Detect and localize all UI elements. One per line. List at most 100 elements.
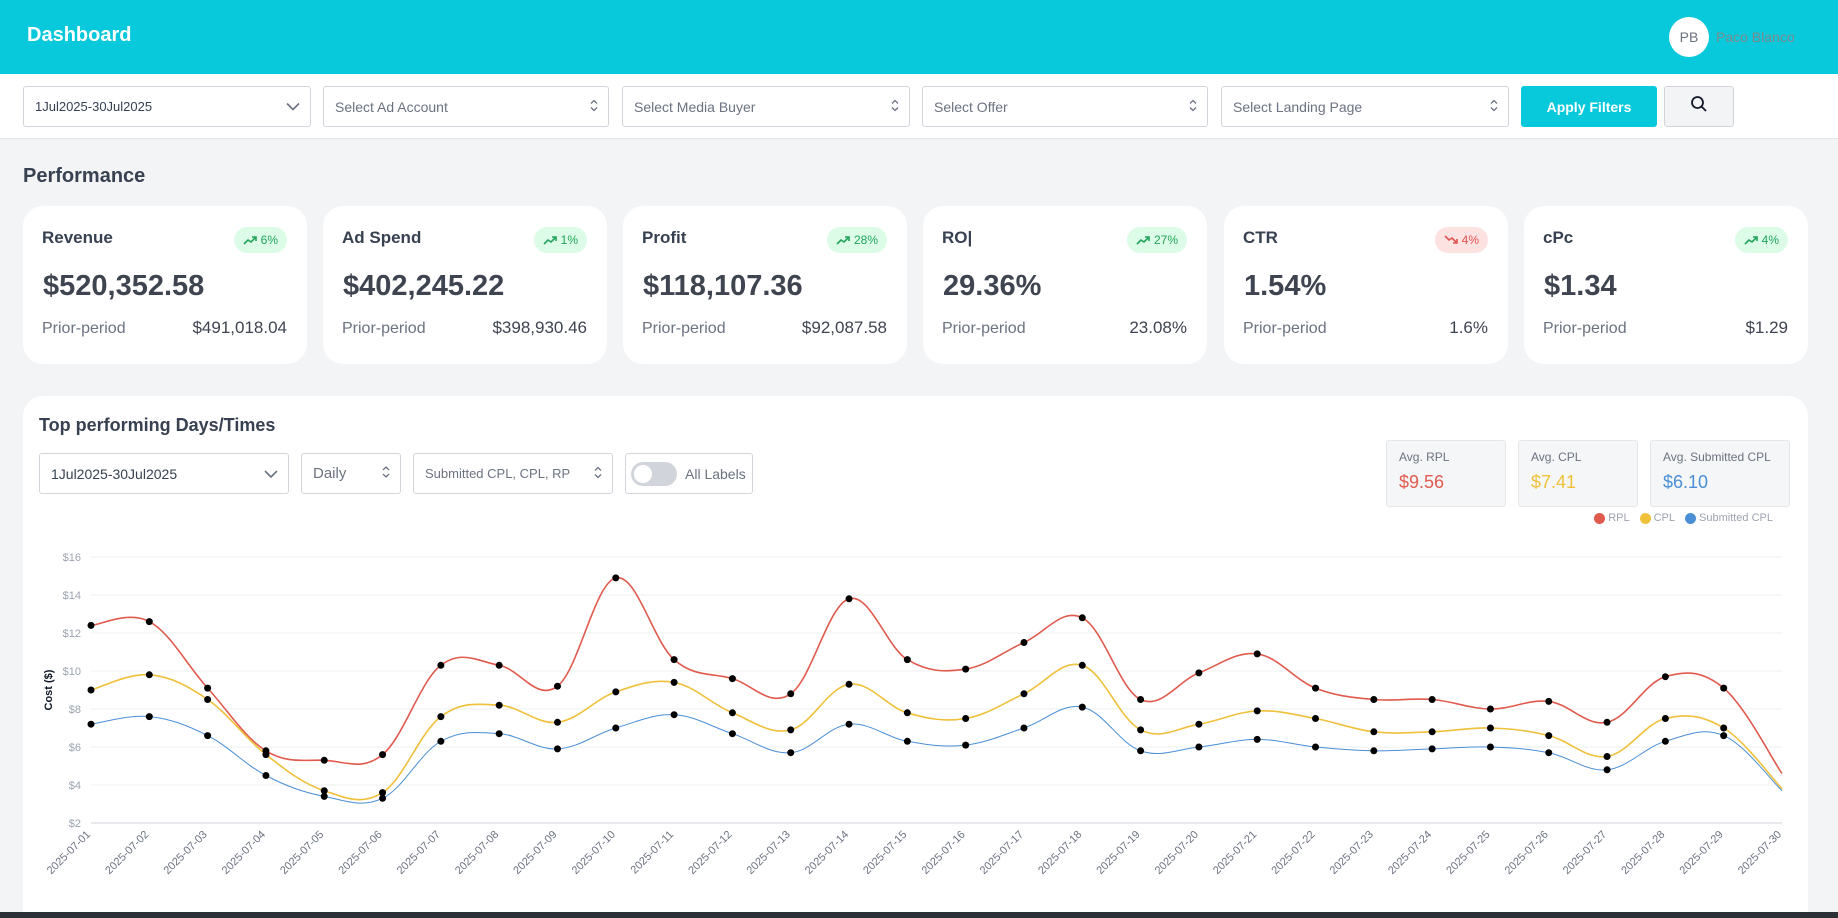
change-badge: 4% xyxy=(1734,227,1788,253)
stat-label: Avg. CPL xyxy=(1531,450,1582,464)
chart-date-range-select[interactable]: 1Jul2025-30Jul2025 xyxy=(39,453,289,494)
all-labels-toggle[interactable]: All Labels xyxy=(625,453,753,494)
prior-period-value: $1.29 xyxy=(1745,318,1788,337)
user-name[interactable]: Paco Blanco xyxy=(1716,29,1795,45)
avg-cpl-stat: Avg. CPL $7.41 xyxy=(1518,440,1638,507)
kpi-title: cPc xyxy=(1543,228,1574,247)
kpi-card: Profit 28% $118,107.36 Prior-period $92,087.… xyxy=(623,206,907,364)
offer-select[interactable]: Select Offer xyxy=(922,86,1208,127)
change-value: 6% xyxy=(260,233,278,247)
kpi-card: cPc 4% $1.34 Prior-period $1.29 xyxy=(1524,206,1808,364)
kpi-title: CTR xyxy=(1243,228,1278,247)
legend-item-rpl[interactable]: RPL xyxy=(1594,512,1630,524)
prior-period-label: Prior-period xyxy=(942,320,1026,337)
stat-label: Avg. RPL xyxy=(1399,450,1450,464)
kpi-card: Revenue 6% $520,352.58 Prior-period $491,018… xyxy=(23,206,307,364)
kpi-title: Profit xyxy=(642,228,687,247)
toggle-knob xyxy=(634,464,652,483)
performance-title: Performance xyxy=(23,165,146,187)
toggle-switch[interactable] xyxy=(631,461,677,486)
landing-page-select[interactable]: Select Landing Page xyxy=(1221,86,1509,127)
trend-up-icon xyxy=(1136,236,1150,245)
prior-period-value: 23.08% xyxy=(1129,318,1187,337)
metrics-select[interactable]: Submitted CPL, CPL, RP xyxy=(413,453,613,494)
sort-caret-icon xyxy=(1490,98,1498,115)
avg-submitted-cpl-stat: Avg. Submitted CPL $6.10 xyxy=(1650,440,1790,507)
kpi-value: 1.54% xyxy=(1244,270,1327,302)
avatar[interactable]: PB xyxy=(1669,17,1709,57)
stat-value: $9.56 xyxy=(1399,472,1445,492)
prior-period-value: $92,087.58 xyxy=(801,318,887,337)
date-range-value: 1Jul2025-30Jul2025 xyxy=(35,99,153,114)
sort-caret-icon xyxy=(1189,98,1197,115)
kpi-title: Revenue xyxy=(42,228,113,247)
trend-up-icon xyxy=(836,236,850,245)
filter-bar: 1Jul2025-30Jul2025 Select Ad Account Sel… xyxy=(0,74,1838,139)
sort-caret-icon xyxy=(382,465,390,483)
change-badge: 6% xyxy=(233,227,287,253)
offer-placeholder: Select Offer xyxy=(934,98,1008,115)
change-badge: 27% xyxy=(1126,227,1187,253)
ad-account-placeholder: Select Ad Account xyxy=(335,98,448,115)
top-performing-panel: Top performing Days/Times 1Jul2025-30Jul… xyxy=(23,396,1808,918)
legend-label: CPL xyxy=(1653,512,1676,524)
stat-label: Avg. Submitted CPL xyxy=(1663,450,1771,464)
trend-up-icon xyxy=(243,236,257,245)
kpi-value: $118,107.36 xyxy=(643,270,803,302)
app-title: Dashboard xyxy=(27,24,132,46)
kpi-value: $520,352.58 xyxy=(43,270,205,302)
legend-item-submitted-cpl[interactable]: Submitted CPL xyxy=(1685,512,1773,524)
trend-down-icon xyxy=(1444,235,1458,244)
legend-label: RPL xyxy=(1608,512,1630,524)
kpi-title: Ad Spend xyxy=(342,228,422,247)
chevron-down-icon xyxy=(264,466,278,482)
chart-date-range-value: 1Jul2025-30Jul2025 xyxy=(51,465,178,482)
sort-caret-icon xyxy=(891,98,899,115)
apply-filters-button[interactable]: Apply Filters xyxy=(1521,86,1657,127)
prior-period-label: Prior-period xyxy=(1243,320,1327,337)
chevron-down-icon xyxy=(286,99,300,114)
prior-period-label: Prior-period xyxy=(42,320,126,337)
kpi-card: CTR 4% 1.54% Prior-period 1.6% xyxy=(1224,206,1508,364)
granularity-value: Daily xyxy=(313,465,347,482)
prior-period-value: $398,930.46 xyxy=(492,318,587,337)
legend-dot xyxy=(1594,512,1606,524)
change-badge: 1% xyxy=(533,227,587,253)
change-badge: 28% xyxy=(826,227,887,253)
search-button[interactable] xyxy=(1664,86,1734,127)
metrics-value: Submitted CPL, CPL, RP xyxy=(425,466,571,481)
kpi-value: 29.36% xyxy=(943,270,1042,302)
trend-up-icon xyxy=(543,236,557,245)
prior-period-value: 1.6% xyxy=(1449,318,1488,337)
change-value: 4% xyxy=(1761,233,1779,247)
prior-period-label: Prior-period xyxy=(642,320,726,337)
change-value: 28% xyxy=(853,233,878,247)
kpi-title: RO| xyxy=(942,228,973,247)
change-value: 27% xyxy=(1153,233,1178,247)
kpi-card: RO| 27% 29.36% Prior-period 23.08% xyxy=(923,206,1207,364)
trend-up-icon xyxy=(1744,236,1758,245)
landing-page-placeholder: Select Landing Page xyxy=(1233,98,1363,115)
chart-legend: RPL CPL Submitted CPL xyxy=(1594,512,1773,524)
legend-item-cpl[interactable]: CPL xyxy=(1639,512,1676,524)
sort-caret-icon xyxy=(594,465,602,482)
ad-account-select[interactable]: Select Ad Account xyxy=(323,86,609,127)
toggle-label: All Labels xyxy=(685,465,746,482)
stat-value: $7.41 xyxy=(1531,472,1577,492)
top-bar: Dashboard PB Paco Blanco xyxy=(0,0,1838,74)
prior-period-label: Prior-period xyxy=(342,320,426,337)
kpi-value: $1.34 xyxy=(1544,270,1617,302)
kpi-value: $402,245.22 xyxy=(343,270,505,302)
bottom-strip xyxy=(0,912,1838,918)
legend-label: Submitted CPL xyxy=(1699,512,1773,524)
change-value: 4% xyxy=(1461,233,1479,247)
granularity-select[interactable]: Daily xyxy=(301,453,401,494)
avg-rpl-stat: Avg. RPL $9.56 xyxy=(1386,440,1506,507)
change-badge: 4% xyxy=(1434,227,1488,253)
prior-period-label: Prior-period xyxy=(1543,320,1627,337)
legend-dot xyxy=(1639,512,1651,524)
change-value: 1% xyxy=(560,233,578,247)
kpi-card: Ad Spend 1% $402,245.22 Prior-period $398,93… xyxy=(323,206,607,364)
media-buyer-select[interactable]: Select Media Buyer xyxy=(622,86,910,127)
date-range-select[interactable]: 1Jul2025-30Jul2025 xyxy=(23,86,311,127)
